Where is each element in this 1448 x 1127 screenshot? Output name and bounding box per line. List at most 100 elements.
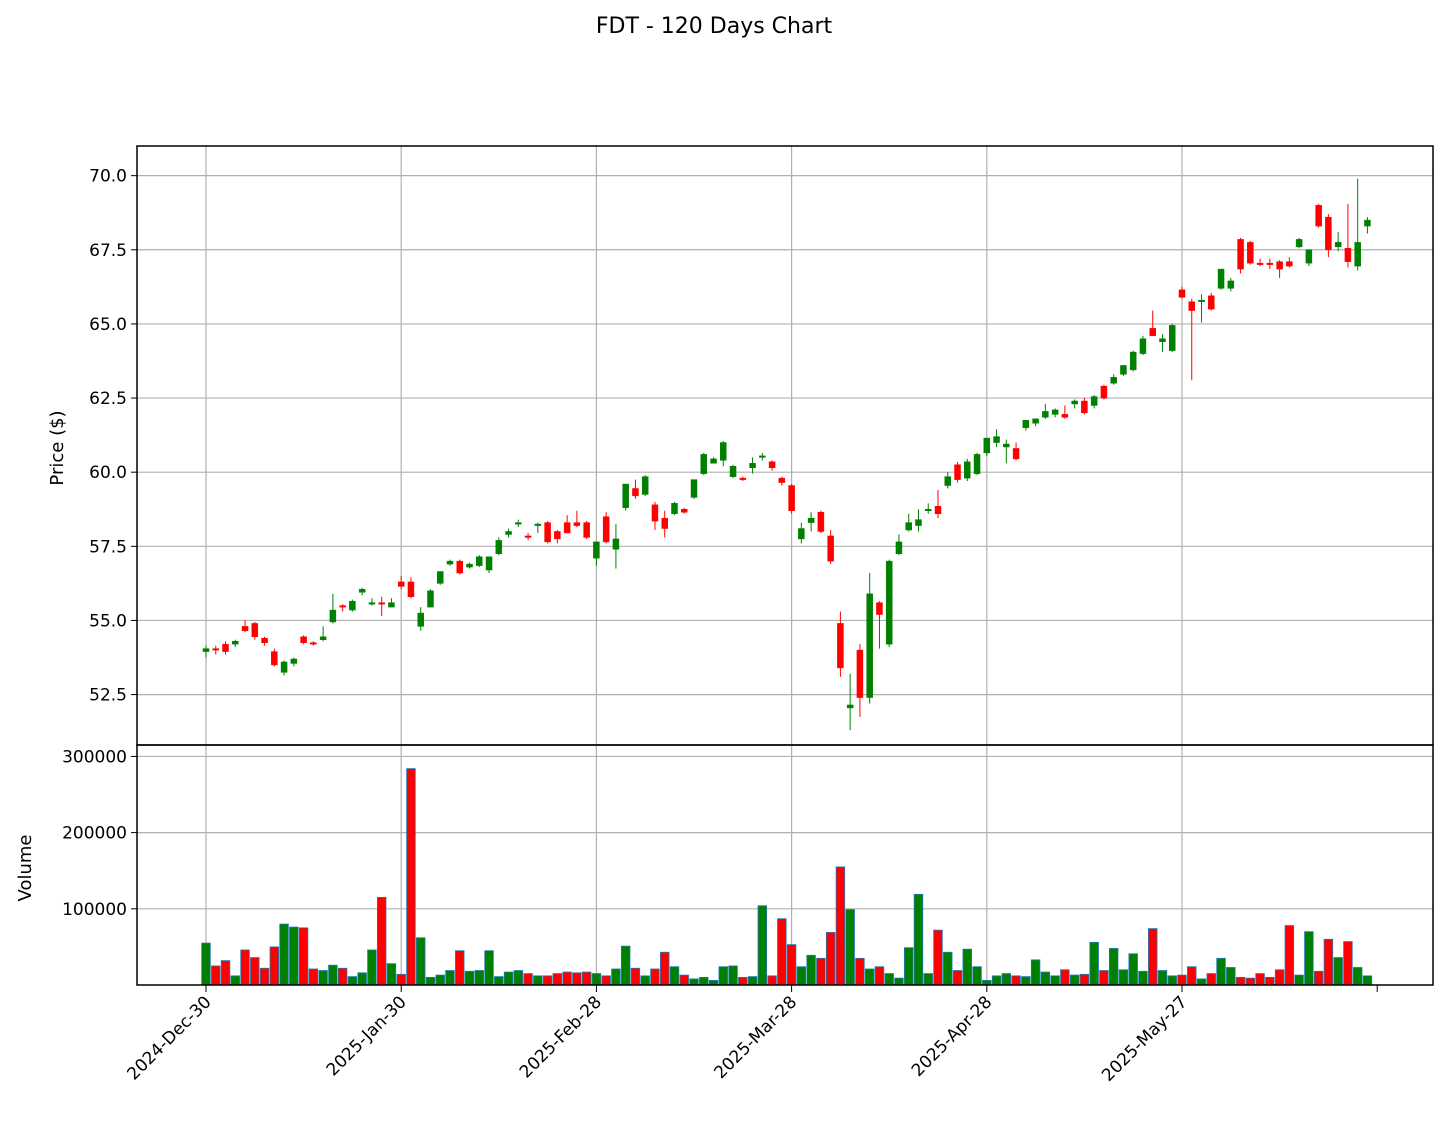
candle-body xyxy=(1305,249,1313,264)
price-y-tick-label: 67.5 xyxy=(89,241,127,261)
candle xyxy=(593,541,600,566)
volume-bar xyxy=(913,893,924,986)
candle-body xyxy=(690,479,698,498)
volume-bar xyxy=(523,973,533,986)
candle-body xyxy=(1129,351,1137,371)
candle-body xyxy=(729,466,737,477)
x-tick-label: 2025-Mar-28 xyxy=(711,992,802,1083)
volume-bar xyxy=(835,866,846,986)
candle xyxy=(1032,418,1039,427)
volume-bar xyxy=(864,968,875,986)
candle-body xyxy=(1286,261,1293,267)
volume-bar xyxy=(494,976,504,986)
candle xyxy=(1178,286,1186,299)
volume-bar xyxy=(1352,967,1363,986)
candle xyxy=(1042,403,1049,419)
price-candles xyxy=(202,178,1371,731)
volume-bar xyxy=(386,963,397,986)
candle xyxy=(505,528,512,538)
candle xyxy=(397,575,405,590)
candle-body xyxy=(300,636,307,643)
volume-bar xyxy=(1284,925,1295,986)
candle xyxy=(329,593,337,624)
candle-body xyxy=(1325,216,1332,251)
volume-bar xyxy=(250,957,260,986)
candle-body xyxy=(407,581,415,597)
price-y-tick-label: 70.0 xyxy=(89,167,127,187)
volume-y-tick-label: 300000 xyxy=(62,747,127,767)
candle-body xyxy=(427,590,434,608)
candle-body xyxy=(1256,262,1264,265)
volume-bar xyxy=(396,973,406,986)
candle xyxy=(895,534,903,556)
candle xyxy=(368,598,376,606)
volume-bar xyxy=(630,967,641,986)
volume-bar xyxy=(1343,941,1353,986)
volume-bar xyxy=(347,976,358,986)
volume-bar xyxy=(298,927,309,986)
candle xyxy=(466,562,473,569)
price-y-ticks: 52.5 55.0 57.5 60.0 62.5 65.0 67.5 70.0 xyxy=(89,167,137,706)
candle-body xyxy=(563,522,571,534)
candle xyxy=(407,577,415,599)
candle-body xyxy=(1178,289,1186,298)
volume-bar xyxy=(1255,973,1265,986)
candle-body xyxy=(973,454,981,474)
volume-bar xyxy=(1021,976,1031,986)
candle xyxy=(1344,203,1352,268)
candle-body xyxy=(202,648,210,652)
volume-bar xyxy=(1304,931,1314,986)
candle xyxy=(1325,214,1332,258)
candle-body xyxy=(671,503,678,514)
candle-body xyxy=(700,454,708,474)
volume-bar xyxy=(884,973,894,986)
candle xyxy=(1334,231,1342,252)
candle xyxy=(866,573,873,704)
candle-body xyxy=(280,661,288,673)
x-tick-label: 2025-Feb-28 xyxy=(516,992,606,1082)
candle-body xyxy=(827,535,834,562)
candle xyxy=(1081,398,1088,415)
candle-body xyxy=(329,609,337,623)
volume-bar xyxy=(904,947,914,986)
candle-body xyxy=(1061,414,1069,418)
candle-body xyxy=(983,437,991,454)
candle xyxy=(349,599,356,612)
volume-bar xyxy=(991,975,1002,986)
candle xyxy=(544,521,551,544)
volume-bar xyxy=(455,950,465,986)
volume-bar xyxy=(660,951,670,986)
volume-bar xyxy=(777,918,787,986)
candle-body xyxy=(905,522,912,531)
candle-body xyxy=(358,589,366,593)
candle xyxy=(573,510,581,528)
candle-body xyxy=(661,517,668,529)
volume-bar xyxy=(825,932,836,986)
volume-bar xyxy=(943,951,953,986)
x-tick-label: 2025-Apr-28 xyxy=(908,992,996,1080)
volume-bar xyxy=(1030,959,1041,986)
candle-body xyxy=(1012,448,1020,460)
volume-bar xyxy=(1069,974,1080,986)
volume-bar xyxy=(513,970,524,986)
candle-body xyxy=(417,612,424,627)
candle-body xyxy=(1295,239,1303,248)
volume-bar xyxy=(474,970,484,986)
volume-bar xyxy=(1157,970,1168,986)
volume-grid xyxy=(137,745,1433,985)
candle xyxy=(973,452,981,476)
candle-body xyxy=(1081,400,1088,414)
candle-body xyxy=(1227,280,1235,289)
candle xyxy=(485,556,493,574)
volume-bar xyxy=(796,966,807,986)
volume-bar xyxy=(220,960,231,986)
candle xyxy=(1012,442,1020,461)
volume-bar xyxy=(1206,973,1216,986)
candle xyxy=(1139,335,1147,356)
candle xyxy=(1090,395,1098,409)
candle-body xyxy=(1071,400,1078,405)
price-y-tick-label: 62.5 xyxy=(89,389,127,409)
volume-bar xyxy=(1235,976,1246,986)
volume-bar xyxy=(1167,975,1177,986)
candle-body xyxy=(1198,299,1205,302)
